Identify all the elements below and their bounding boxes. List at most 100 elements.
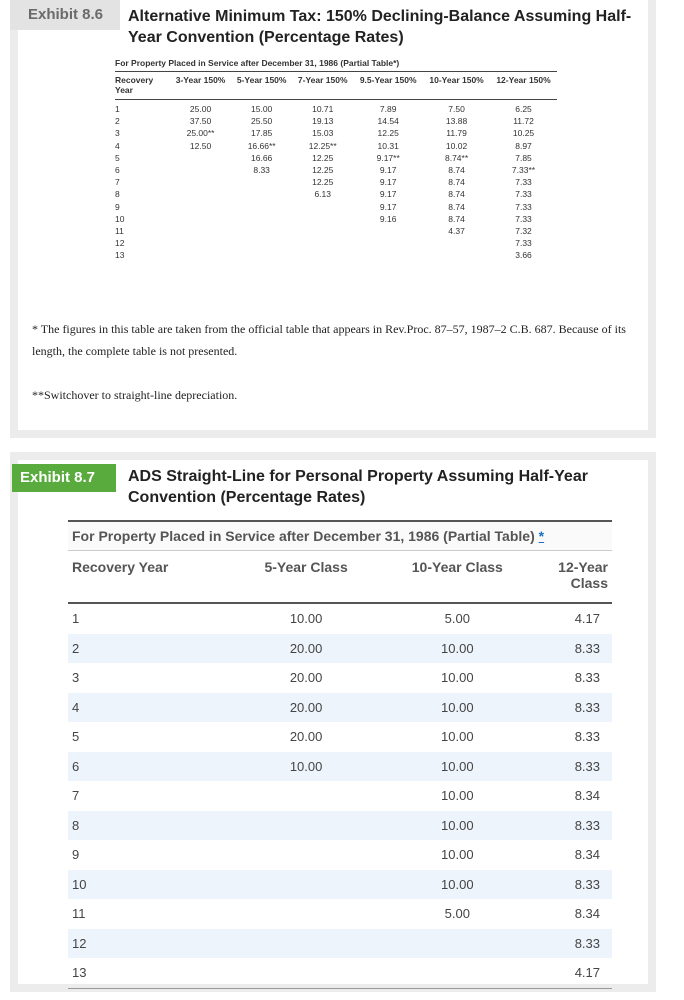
table-cell: 11.79: [446, 128, 467, 139]
table-cell: 8.74: [448, 189, 465, 200]
table-cell: [423, 249, 490, 261]
column-header: 12-Year Class: [536, 551, 612, 604]
table-cell: 10.00: [441, 670, 474, 686]
table-cell: [353, 225, 423, 237]
table-cell: 7.33: [515, 177, 532, 188]
table-cell: [231, 225, 292, 237]
table-cell: 17.85: [251, 128, 273, 139]
column-header: 10-Year Class: [378, 551, 536, 604]
table-caption: For Property Placed in Service after Dec…: [115, 58, 557, 72]
table-cell: 8.33: [574, 729, 600, 745]
table-cell: 7.33: [515, 189, 532, 200]
exhibit-label: Exhibit 8.6: [10, 0, 120, 30]
column-header: 7-Year 150%: [292, 72, 354, 100]
table-cell: 2: [115, 116, 120, 127]
table-cell: 12.25: [312, 152, 334, 163]
table-cell: [423, 237, 490, 249]
table-cell: 10: [68, 869, 234, 899]
table-cell: 6: [115, 165, 120, 176]
table-cell: 7: [115, 177, 120, 188]
table-cell: 10: [115, 213, 125, 224]
table-cell: 5: [115, 152, 120, 163]
table-cell: [378, 958, 536, 989]
table-cell: [292, 237, 353, 249]
table-row: 5 20.00 10.00 8.33: [68, 722, 612, 752]
table-cell: [233, 869, 379, 899]
column-header: 10-Year 150%: [423, 72, 491, 100]
column-header: 9.5-Year 150%: [353, 72, 424, 100]
table-cell: 3: [72, 670, 80, 686]
table-cell: 8.74: [448, 165, 465, 176]
table-row: 7 10.00 8.34: [68, 781, 612, 811]
exhibit-label: Exhibit 8.7: [12, 464, 116, 492]
table-cell: 10.00: [441, 729, 474, 745]
table-cell: 7.33**: [511, 165, 536, 176]
table-cell: 10.00: [378, 692, 536, 722]
table-cell: 5.00: [444, 611, 470, 627]
table-cell: [231, 249, 292, 261]
table-cell: [170, 237, 231, 249]
table-cell: 10.00: [289, 611, 323, 627]
table-cell: 3: [115, 128, 120, 139]
table-cell: [170, 176, 231, 188]
table-cell: 25.50: [251, 116, 273, 127]
table-cell: [170, 213, 231, 225]
column-header: Recovery Year: [115, 72, 170, 100]
table-row: 3 20.00 10.00 8.33: [68, 663, 612, 693]
table-cell: 1: [72, 611, 80, 627]
table-cell: 4: [68, 692, 234, 722]
table-row: 6 8.33 12.25 9.17 8.74 7.33**: [115, 164, 557, 176]
table-row: 4 12.50 16.66** 12.25** 10.31 10.02 8.97: [115, 140, 557, 152]
table-cell: 20.00: [233, 633, 379, 663]
table-cell: 7.33: [515, 238, 532, 249]
table-cell: 4.17: [536, 958, 612, 989]
table-cell: [234, 840, 379, 870]
table-cell: [170, 152, 231, 164]
table-cell: [231, 201, 292, 213]
table-row: 13 4.17: [68, 958, 612, 989]
table-cell: 7.89: [379, 104, 397, 114]
footnote: **Switchover to straight-line depreciati…: [32, 388, 238, 402]
table-cell: [292, 201, 353, 213]
table-cell: 12.25: [312, 165, 334, 176]
table-cell: [353, 237, 423, 249]
table-cell: 10.00: [378, 633, 536, 663]
footnote-link[interactable]: *: [538, 528, 545, 544]
table-cell: 8.74**: [444, 152, 469, 163]
table-cell: 8.34: [574, 906, 600, 922]
table-cell: 9.17**: [376, 152, 400, 163]
table-cell: 11.72: [513, 116, 534, 127]
table-row: 7 12.25 9.17 8.74 7.33: [115, 176, 557, 188]
table-cell: 8.33: [574, 670, 600, 686]
table-cell: 25.00**: [186, 128, 215, 139]
table-row: 4 20.00 10.00 8.33: [68, 692, 612, 722]
table-cell: 10.02: [445, 140, 468, 151]
table-cell: 9.16: [379, 213, 397, 224]
table-row: 12 7.33: [115, 237, 557, 249]
table-cell: 7.85: [515, 152, 532, 163]
table-cell: [233, 958, 379, 989]
table-row: 1 10.00 5.00 4.17: [68, 603, 612, 634]
table-cell: [233, 810, 379, 840]
table-cell: 8: [68, 810, 234, 840]
table-cell: 12: [115, 238, 125, 249]
column-header: 5-Year Class: [233, 551, 379, 604]
exhibit-panel: Exhibit 8.7 ADS Straight-Line for Person…: [10, 452, 656, 992]
rate-table: For Property Placed in Service after Dec…: [115, 58, 557, 262]
table-cell: [231, 176, 292, 188]
table-cell: [378, 928, 536, 958]
table-cell: 9.17: [379, 189, 397, 200]
table-cell: 15.03: [312, 128, 334, 139]
table-row: 8 6.13 9.17 8.74 7.33: [115, 188, 557, 200]
table-row: 9 9.17 8.74 7.33: [115, 201, 557, 213]
table-cell: 10.31: [377, 140, 399, 151]
table-cell: [234, 781, 379, 811]
table-cell: 7.33: [515, 213, 532, 224]
table-cell: 7.33: [515, 201, 532, 212]
table-cell: 10.00: [378, 869, 536, 899]
table-cell: 11: [115, 226, 124, 237]
table-row: 3 25.00** 17.85 15.03 12.25 11.79 10.25: [115, 127, 557, 139]
table-cell: 15.00: [251, 104, 273, 114]
table-cell: 25.00: [189, 104, 212, 114]
table-cell: 9.17: [379, 201, 397, 212]
